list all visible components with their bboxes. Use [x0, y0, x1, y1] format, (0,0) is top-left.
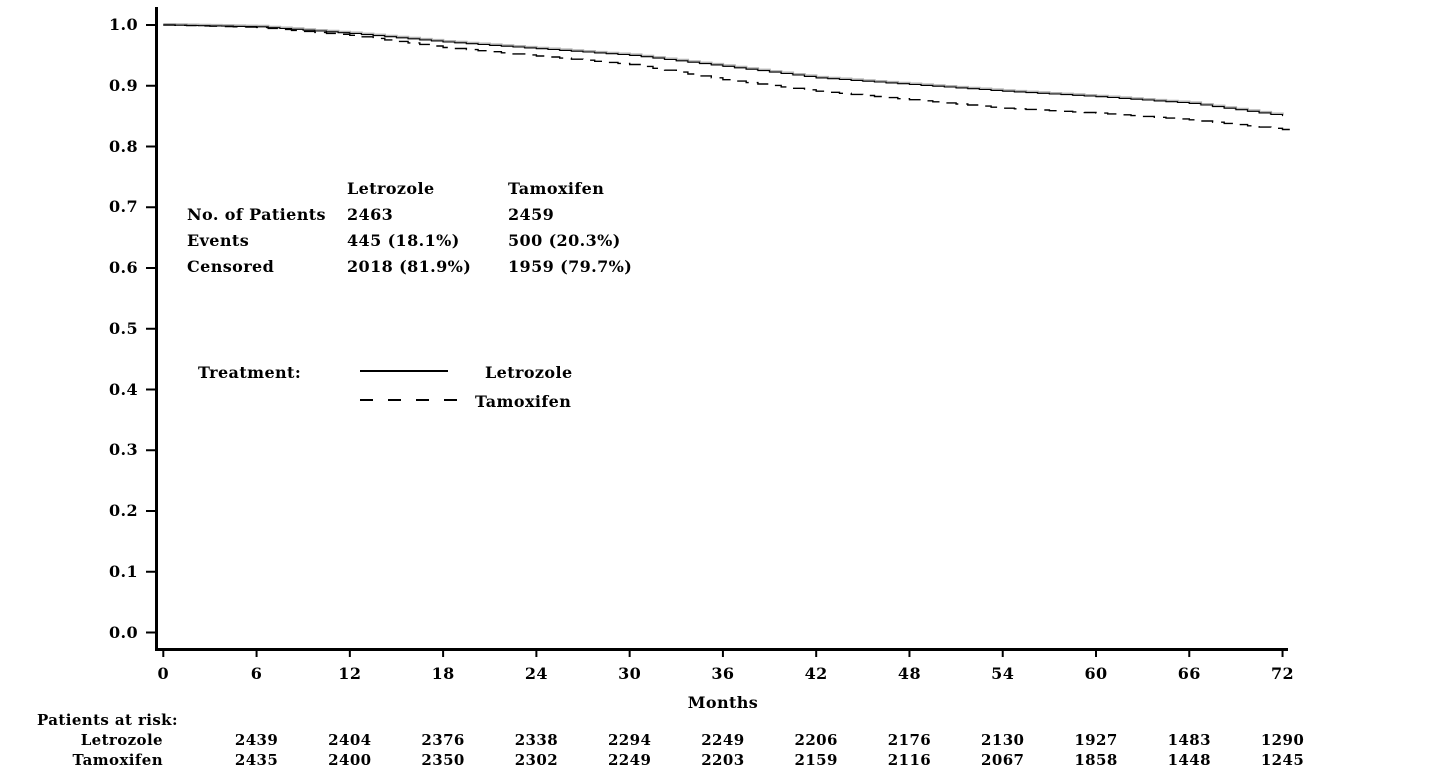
x-tick-label: 72 — [1270, 664, 1295, 683]
at-risk-count-letrozole: 2338 — [514, 731, 559, 749]
stats-header-letrozole: Letrozole — [347, 179, 435, 198]
at-risk-count-letrozole: 2130 — [981, 731, 1025, 749]
y-tick-label: 0.6 — [108, 258, 138, 277]
y-tick-label: 0.9 — [108, 75, 138, 95]
y-tick-label: 0.7 — [108, 197, 138, 217]
at-risk-count-letrozole: 2376 — [421, 731, 465, 749]
legend-title: Treatment: — [198, 363, 302, 382]
at-risk-count-letrozole: 1927 — [1074, 731, 1118, 749]
at-risk-count-letrozole: 2404 — [328, 731, 372, 749]
at-risk-count-tamoxifen: 1245 — [1260, 751, 1305, 769]
legend-dashed-line-sample — [360, 399, 457, 401]
x-tick-label: 30 — [618, 664, 642, 683]
stats-events-letrozole: 445 (18.1%) — [347, 231, 460, 250]
at-risk-row-label-tamoxifen: Tamoxifen — [72, 751, 163, 769]
x-tick-label: 12 — [338, 664, 362, 683]
at-risk-count-letrozole: 2294 — [607, 731, 652, 749]
legend-label-tamoxifen: Tamoxifen — [475, 392, 572, 411]
y-tick-label: 0.8 — [108, 136, 138, 156]
stats-patients-letrozole: 2463 — [347, 205, 394, 224]
y-tick-label: 0.5 — [108, 318, 138, 338]
y-tick-label: 0.4 — [108, 379, 138, 399]
stats-events-tamoxifen: 500 (20.3%) — [508, 231, 621, 250]
at-risk-count-tamoxifen: 2116 — [887, 751, 932, 769]
at-risk-count-tamoxifen: 1858 — [1074, 751, 1118, 769]
stats-censored-tamoxifen: 1959 (79.7%) — [508, 257, 633, 276]
at-risk-count-tamoxifen: 2302 — [514, 751, 559, 769]
x-tick-label: 48 — [897, 664, 921, 683]
x-tick-label: 36 — [711, 664, 735, 683]
x-tick-label: 0 — [157, 664, 170, 683]
stats-row-label-events: Events — [187, 231, 250, 250]
at-risk-count-letrozole: 2439 — [234, 731, 279, 749]
x-tick-label: 24 — [524, 664, 548, 683]
x-tick-label: 42 — [804, 664, 828, 683]
stats-row-label-patients: No. of Patients — [187, 205, 326, 224]
at-risk-count-tamoxifen: 2435 — [234, 751, 279, 769]
stats-patients-tamoxifen: 2459 — [508, 205, 555, 224]
y-tick-label: 0.3 — [108, 440, 138, 460]
at-risk-title: Patients at risk: — [37, 711, 178, 729]
at-risk-count-tamoxifen: 2203 — [701, 751, 745, 769]
x-axis-title: Months — [687, 693, 759, 712]
at-risk-row-label-letrozole: Letrozole — [80, 731, 163, 749]
at-risk-count-tamoxifen: 2249 — [607, 751, 652, 769]
at-risk-count-tamoxifen: 2067 — [981, 751, 1025, 769]
y-tick-label: 0.1 — [108, 561, 138, 581]
stats-header-tamoxifen: Tamoxifen — [508, 179, 605, 198]
at-risk-count-tamoxifen: 2350 — [421, 751, 465, 769]
at-risk-count-letrozole: 1483 — [1167, 731, 1211, 749]
at-risk-count-letrozole: 2206 — [794, 731, 838, 749]
tamoxifen-curve — [163, 24, 1297, 131]
letrozole-curve — [163, 24, 1284, 117]
at-risk-count-letrozole: 2249 — [701, 731, 745, 749]
at-risk-count-tamoxifen: 2159 — [794, 751, 838, 769]
at-risk-count-letrozole: 1290 — [1260, 731, 1305, 749]
at-risk-count-letrozole: 2176 — [887, 731, 932, 749]
at-risk-count-tamoxifen: 1448 — [1167, 751, 1211, 769]
stats-censored-letrozole: 2018 (81.9%) — [347, 257, 472, 276]
y-tick-label: 0.2 — [108, 501, 138, 520]
legend-solid-line-sample — [360, 370, 448, 372]
y-tick-label: 0.0 — [108, 622, 138, 642]
x-tick-label: 6 — [250, 664, 263, 683]
legend-label-letrozole: Letrozole — [485, 363, 573, 382]
y-tick-label: 1.0 — [108, 15, 138, 34]
letrozole-curve-halo — [163, 22, 1284, 116]
at-risk-count-tamoxifen: 2400 — [328, 751, 372, 769]
stats-row-label-censored: Censored — [187, 257, 275, 276]
x-tick-label: 60 — [1084, 664, 1108, 683]
x-tick-label: 18 — [431, 664, 455, 683]
x-tick-label: 66 — [1177, 664, 1201, 683]
x-tick-label: 54 — [991, 664, 1015, 683]
